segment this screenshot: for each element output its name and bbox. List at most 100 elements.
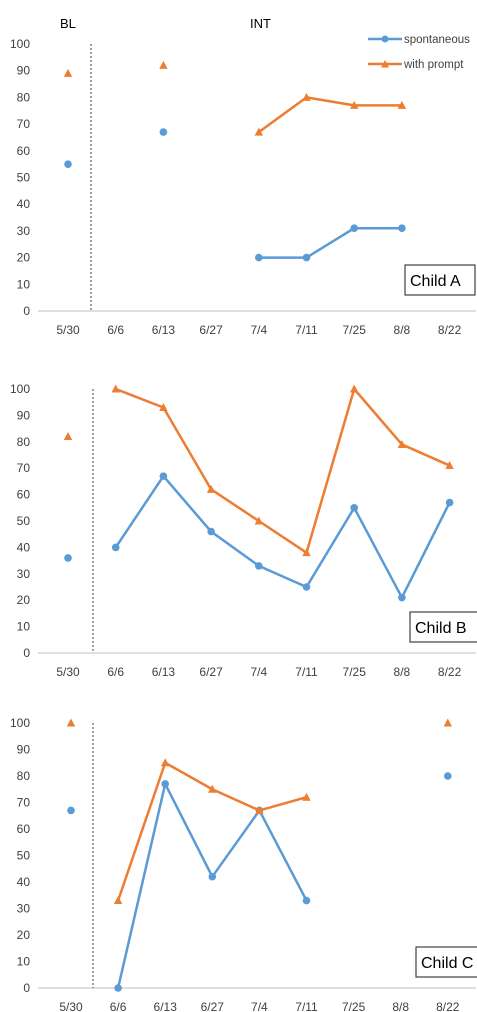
y-tick-label: 70 <box>17 461 31 475</box>
with-prompt-line-segment <box>305 387 356 554</box>
with-prompt-point <box>161 758 170 767</box>
y-tick-label: 0 <box>23 981 30 995</box>
panel-child-b: 0 10 20 30 40 50 60 70 80 90 100 5/30 6/6 6/13 6/27 7/4… <box>10 382 477 679</box>
x-tick-label: 6/27 <box>201 1000 225 1012</box>
x-tick-label: 6/6 <box>107 665 124 679</box>
x-tick-label: 5/30 <box>56 665 80 679</box>
with-prompt-line-segment <box>257 519 308 554</box>
x-tick-label: 7/4 <box>250 323 267 337</box>
x-tick-label: 8/8 <box>394 665 411 679</box>
spontaneous-line-segment <box>257 564 308 589</box>
with-prompt-point <box>350 100 359 109</box>
with-prompt-point <box>302 792 311 801</box>
x-tick-label: 7/25 <box>343 665 367 679</box>
x-tick-label: 7/4 <box>250 665 267 679</box>
x-tick-label: 7/11 <box>295 323 318 337</box>
with-prompt-point <box>254 516 263 525</box>
y-tick-label: 0 <box>23 304 30 318</box>
spontaneous-line-segment <box>209 530 261 568</box>
legend-with-prompt-label: with prompt <box>403 59 464 71</box>
legend-spontaneous-marker <box>381 35 389 43</box>
y-tick-label: 50 <box>17 849 31 863</box>
with-prompt-point <box>206 484 216 493</box>
spontaneous-line-segment <box>258 809 308 902</box>
spontaneous-line-segment <box>114 474 165 549</box>
spontaneous-point <box>159 472 168 480</box>
spontaneous-point <box>350 224 359 233</box>
legend-spontaneous-label: spontaneous <box>404 34 470 46</box>
x-tick-label: 8/22 <box>438 665 462 679</box>
x-tick-label: 8/8 <box>394 323 411 337</box>
y-tick-label: 20 <box>17 593 31 607</box>
spontaneous-point <box>302 583 311 591</box>
with-prompt-line-segment <box>305 96 356 107</box>
y-tick-label: 20 <box>17 928 31 942</box>
y-tick-label: 60 <box>17 144 31 158</box>
panel-label-box <box>409 611 477 643</box>
spontaneous-point <box>350 504 359 512</box>
with-prompt-point <box>159 402 168 411</box>
spontaneous-point <box>207 527 215 536</box>
spontaneous-point <box>444 772 452 780</box>
spontaneous-point <box>64 554 72 562</box>
y-tick-label: 100 <box>10 382 30 396</box>
y-tick-label: 10 <box>17 955 31 969</box>
x-tick-label: 6/13 <box>152 323 176 337</box>
spontaneous-point <box>398 593 406 602</box>
x-tick-label: 6/27 <box>199 323 223 337</box>
with-prompt-point <box>63 432 73 441</box>
with-prompt-point <box>443 718 452 727</box>
with-prompt-line-segment <box>258 795 308 812</box>
spontaneous-line-segment <box>305 226 356 259</box>
with-prompt-point <box>66 718 76 727</box>
with-prompt-point <box>254 127 263 136</box>
spontaneous-line-segment <box>162 474 213 533</box>
spontaneous-point <box>111 543 120 552</box>
with-prompt-point <box>111 384 120 393</box>
x-tick-label: 7/11 <box>295 1000 318 1012</box>
x-tick-label: 5/30 <box>59 1000 83 1012</box>
y-tick-label: 30 <box>17 902 31 916</box>
panel-label: Child B <box>415 620 467 637</box>
y-tick-label: 40 <box>17 197 31 211</box>
x-tick-label: 6/13 <box>152 665 176 679</box>
spontaneous-point <box>445 498 454 507</box>
y-tick-label: 10 <box>17 620 31 634</box>
panel-child-a: 0 10 20 30 40 50 60 70 80 90 100 5/30 6/6 6/13 6/27 7/4… <box>10 37 476 337</box>
spontaneous-line-segment <box>352 506 404 599</box>
spontaneous-point <box>67 806 75 815</box>
with-prompt-line-segment <box>116 761 167 902</box>
y-tick-label: 60 <box>17 488 31 502</box>
with-prompt-point <box>350 384 359 393</box>
x-tick-label: 7/4 <box>251 1000 268 1012</box>
x-tick-label: 8/22 <box>438 323 462 337</box>
y-tick-label: 80 <box>17 90 31 104</box>
spontaneous-point <box>302 253 311 262</box>
spontaneous-point <box>254 562 263 570</box>
with-prompt-line-segment <box>352 387 404 446</box>
with-prompt-line-segment <box>163 761 214 791</box>
x-tick-label: 8/8 <box>392 1000 409 1012</box>
with-prompt-point <box>397 439 407 448</box>
x-tick-label: 8/22 <box>436 1000 460 1012</box>
y-tick-label: 50 <box>17 171 31 185</box>
panel-label-box <box>415 946 477 978</box>
x-tick-label: 7/25 <box>342 1000 366 1012</box>
with-prompt-point <box>255 805 264 814</box>
intervention-phase-label: INT <box>250 16 271 31</box>
baseline-phase-label: BL <box>60 16 76 31</box>
y-tick-label: 90 <box>17 743 31 757</box>
with-prompt-point <box>397 100 407 109</box>
y-tick-label: 20 <box>17 251 31 265</box>
x-tick-label: 6/13 <box>154 1000 178 1012</box>
x-tick-label: 6/27 <box>199 665 223 679</box>
with-prompt-line-segment <box>400 443 451 467</box>
y-tick-label: 100 <box>10 716 30 730</box>
y-tick-label: 70 <box>17 796 31 810</box>
spontaneous-point <box>114 984 122 992</box>
y-tick-label: 50 <box>17 514 31 528</box>
with-prompt-point <box>113 896 123 905</box>
x-tick-label: 7/11 <box>295 665 318 679</box>
panel-label: Child A <box>410 273 461 290</box>
